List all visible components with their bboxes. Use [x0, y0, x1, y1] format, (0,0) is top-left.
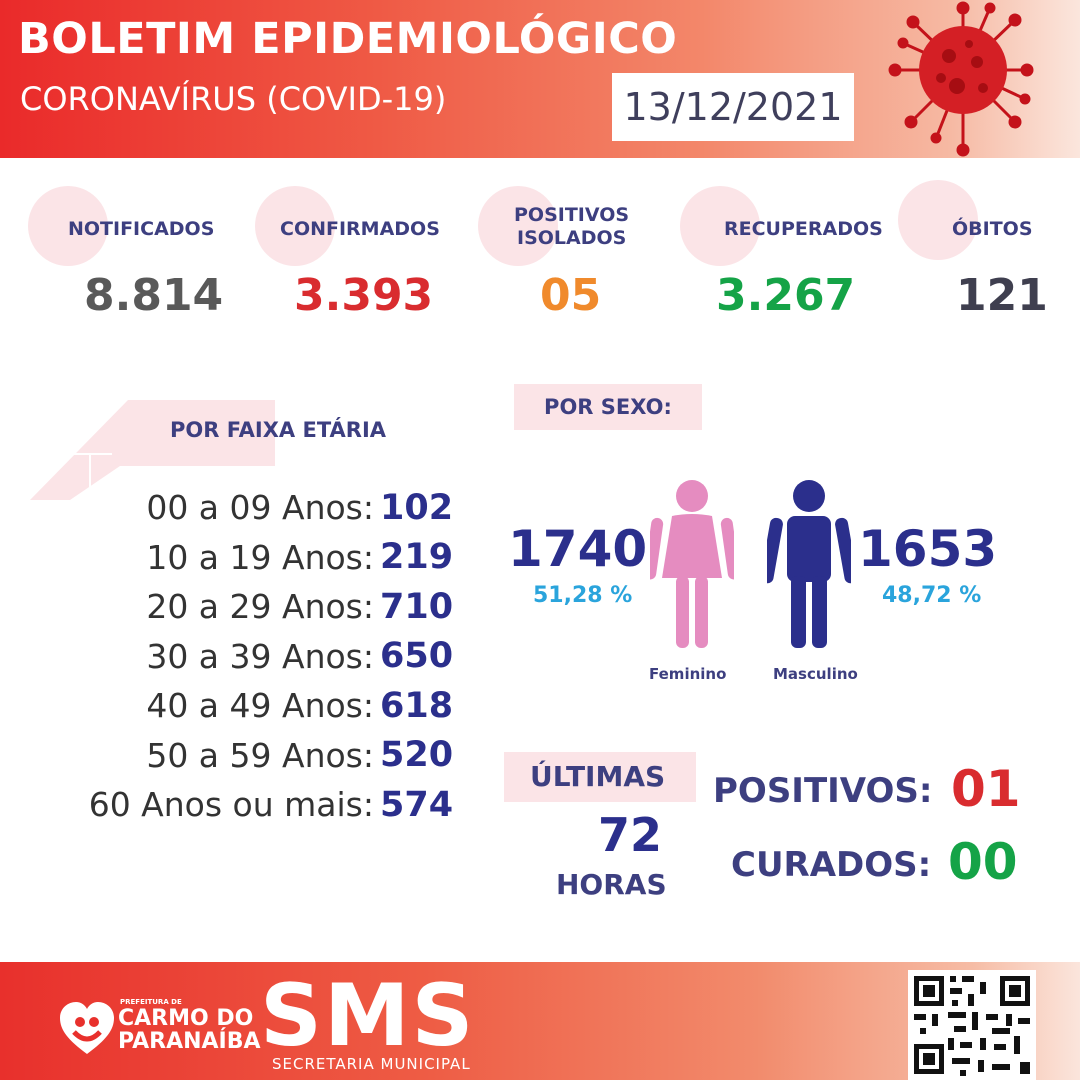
stat-bubble: [898, 180, 978, 260]
last72-curados-label: CURADOS:: [731, 845, 932, 885]
footer-banner: [0, 962, 1080, 1080]
age-row: 50 a 59 Anos: 520: [40, 731, 460, 781]
stat-value: 05: [540, 270, 602, 321]
male-percent: 48,72 %: [882, 583, 982, 608]
male-count: 1653: [858, 520, 998, 578]
header-banner: BOLETIM EPIDEMIOLÓGICO CORONAVÍRUS (COVI…: [0, 0, 1080, 158]
age-label: 40 a 49 Anos:: [146, 686, 374, 726]
age-row: 00 a 09 Anos: 102: [40, 483, 460, 533]
stat-value: 8.814: [84, 270, 224, 321]
stat-label: CONFIRMADOS: [280, 218, 440, 240]
stat-value: 121: [956, 270, 1048, 321]
female-count: 1740: [508, 520, 648, 578]
bulletin-date: 13/12/2021: [612, 73, 854, 141]
last72-hours-label: HORAS: [556, 868, 667, 901]
age-label: 00 a 09 Anos:: [146, 488, 374, 528]
last72-hours-number: 72: [598, 808, 663, 862]
stat-label: NOTIFICADOS: [68, 218, 215, 240]
age-section-title: POR FAIXA ETÁRIA: [170, 418, 387, 442]
age-row: 30 a 39 Anos: 650: [40, 632, 460, 682]
last72-positivos-value: 01: [951, 760, 1021, 818]
stat-label-line1: POSITIVOS: [514, 204, 630, 226]
qr-code-icon[interactable]: [908, 970, 1036, 1080]
age-row: 20 a 29 Anos: 710: [40, 582, 460, 632]
logo-prefeitura-label: PREFEITURA DE: [120, 998, 182, 1006]
bulletin-title: BOLETIM EPIDEMIOLÓGICO: [18, 14, 678, 64]
sms-logo-text: SMS: [260, 966, 476, 1066]
stat-bubble: [478, 186, 558, 266]
bulletin-subtitle: CORONAVÍRUS (COVID-19): [20, 80, 447, 118]
stat-bubble: [28, 186, 108, 266]
last72-label: ÚLTIMAS: [530, 760, 666, 793]
age-row: 40 a 49 Anos: 618: [40, 681, 460, 731]
stat-value: 3.393: [294, 270, 434, 321]
female-percent: 51,28 %: [533, 583, 633, 608]
stat-label: RECUPERADOS: [724, 218, 883, 240]
stat-bubble: [680, 186, 760, 266]
stat-label-line2: ISOLADOS: [517, 227, 627, 249]
stat-bubble: [255, 186, 335, 266]
age-label: 60 Anos ou mais:: [88, 785, 374, 825]
age-row: 60 Anos ou mais: 574: [40, 780, 460, 830]
age-value: 520: [380, 735, 454, 776]
sex-section-title: POR SEXO:: [544, 395, 672, 419]
last72-curados-value: 00: [948, 833, 1018, 891]
sms-subtitle: SECRETARIA MUNICIPAL: [272, 1055, 471, 1073]
age-label: 30 a 39 Anos:: [146, 636, 374, 676]
age-label: 50 a 59 Anos:: [146, 735, 374, 775]
stat-label: ÓBITOS: [952, 218, 1033, 240]
last72-positivos-label: POSITIVOS:: [713, 771, 933, 811]
age-label: 10 a 19 Anos:: [146, 537, 374, 577]
age-value: 574: [380, 784, 454, 825]
female-label: Feminino: [649, 665, 727, 683]
age-row: 10 a 19 Anos: 219: [40, 533, 460, 583]
heart-logo-icon: [60, 1002, 114, 1054]
last72-background: [504, 752, 696, 802]
age-value: 710: [380, 586, 454, 627]
male-figure-icon: [767, 480, 851, 648]
logo-line2: PARANAÍBA: [118, 1029, 261, 1054]
sex-title-background: [514, 384, 702, 430]
female-figure-icon: [650, 480, 734, 648]
age-value: 219: [380, 537, 454, 578]
logo-line1: CARMO DO: [118, 1006, 254, 1031]
male-label: Masculino: [773, 665, 858, 683]
age-panel-decoration: [30, 400, 275, 500]
age-value: 618: [380, 685, 454, 726]
age-value: 650: [380, 636, 454, 677]
stat-value: 3.267: [716, 270, 856, 321]
age-list: 00 a 09 Anos: 102 10 a 19 Anos: 219 20 a 2…: [40, 483, 460, 830]
virus-icon: [888, 1, 1034, 157]
age-label: 20 a 29 Anos:: [146, 587, 374, 627]
age-value: 102: [380, 487, 454, 528]
